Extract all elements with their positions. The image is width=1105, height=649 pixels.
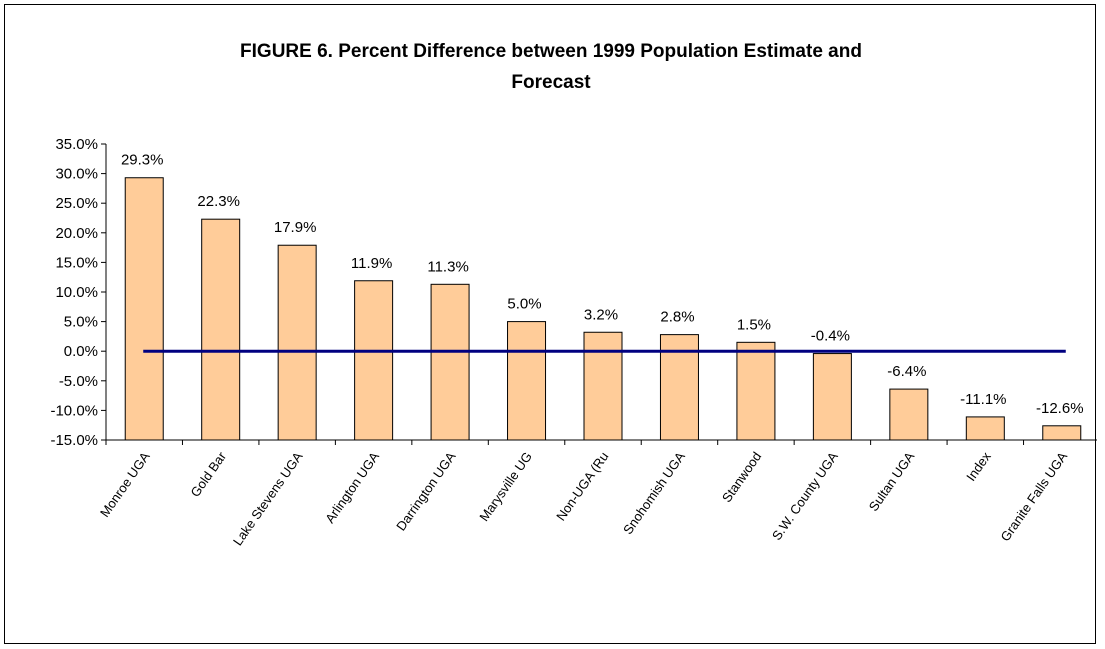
plot-area: -15.0% -10.0% -5.0% 0.0% 5.0% 10.0% 15.0% 20.0%…: [50, 136, 1097, 548]
category-label-11: Sultan UGA: [866, 449, 918, 514]
y-tick-label: 15.0%: [55, 254, 98, 271]
chart-title-line-1: FIGURE 6. Percent Difference between 199…: [240, 41, 862, 62]
bar-3: [277, 244, 317, 441]
category-label-6: Marysville UG: [476, 449, 535, 524]
bar-2: [201, 218, 241, 441]
category-label-9: Stanwood: [719, 449, 764, 505]
bar-chart: FIGURE 6. Percent Difference between 199…: [50, 41, 1097, 548]
y-tick-label: 20.0%: [55, 225, 98, 242]
y-tick-label: 0.0%: [64, 343, 98, 360]
data-label-5: 11.3%: [427, 258, 468, 275]
y-tick-label: 35.0%: [55, 136, 98, 153]
y-tick-label: -5.0%: [59, 373, 98, 390]
bar-12: [965, 416, 1005, 441]
category-label-2: Gold Bar: [187, 449, 229, 500]
category-label-7: Non-UGA (Ru: [553, 449, 611, 523]
bar-6: [507, 321, 547, 441]
category-label-13: Granite Falls UGA: [997, 449, 1070, 544]
data-label-3: 17.9%: [274, 219, 317, 236]
category-label-10: S.W. County UGA: [769, 449, 841, 543]
y-tick-label: 30.0%: [55, 166, 98, 183]
y-tick-label: 10.0%: [55, 284, 98, 301]
bar-7: [583, 331, 623, 441]
data-label-13: -12.6%: [1036, 400, 1084, 417]
category-label-5: Darrington UGA: [393, 449, 459, 534]
data-label-9: 1.5%: [737, 316, 771, 333]
bar-13: [1042, 425, 1082, 441]
data-label-8: 2.8%: [660, 309, 694, 326]
category-label-8: Snohomish UGA: [620, 449, 688, 537]
chart-title-line-2: Forecast: [511, 72, 591, 93]
bar-9: [736, 341, 776, 441]
y-tick-label: 5.0%: [64, 314, 98, 331]
bar-4: [354, 280, 394, 441]
data-label-7: 3.2%: [584, 306, 618, 323]
y-tick-label: -15.0%: [50, 432, 98, 449]
data-label-6: 5.0%: [507, 296, 541, 313]
chart-frame: FIGURE 6. Percent Difference between 199…: [4, 4, 1097, 644]
y-tick-label: -10.0%: [50, 402, 98, 419]
category-label-12: Index: [963, 449, 994, 484]
bar-11: [889, 388, 929, 441]
category-label-1: Monroe UGA: [97, 449, 153, 520]
category-label-4: Arlington UGA: [322, 449, 382, 526]
bar-5: [430, 283, 470, 441]
bar-10: [812, 353, 852, 441]
data-label-12: -11.1%: [960, 391, 1006, 408]
data-label-10: -0.4%: [811, 328, 850, 345]
category-label-3: Lake Stevens UGA: [230, 449, 306, 548]
bar-1: [124, 177, 164, 441]
y-tick-label: 25.0%: [55, 195, 98, 212]
data-label-1: 29.3%: [121, 152, 164, 169]
data-label-11: -6.4%: [887, 363, 926, 380]
data-label-4: 11.9%: [351, 255, 392, 272]
data-label-2: 22.3%: [197, 193, 240, 210]
